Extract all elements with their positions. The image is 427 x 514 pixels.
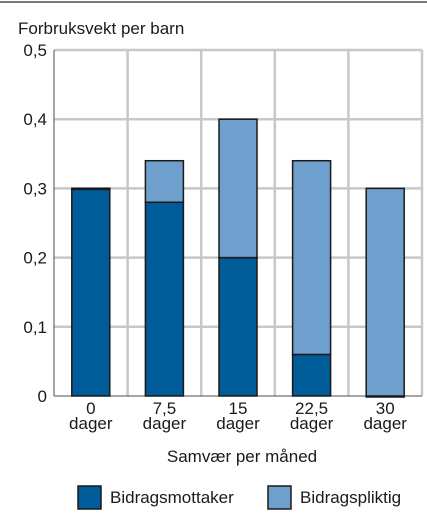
legend-swatch <box>267 485 292 510</box>
bar-bidragsmottaker-2 <box>218 256 258 397</box>
bar-bidragsmottaker-1 <box>144 201 185 397</box>
x-tick-line: 22,5 <box>295 399 328 418</box>
x-tick-line: 30 <box>376 399 395 418</box>
x-tick-line: dager <box>143 414 187 433</box>
x-tick-line: dager <box>69 414 113 433</box>
bars <box>71 118 405 398</box>
x-tick-line: dager <box>290 414 334 433</box>
x-tick-label: 22,5 dager <box>290 399 334 433</box>
y-tick-label: 0 <box>38 387 47 406</box>
y-tick-labels: 0 0,1 0,2 0,3 0,4 0,5 <box>23 41 47 406</box>
legend-swatch <box>77 485 102 510</box>
bar-bidragspliktig-2 <box>218 118 258 259</box>
bar-bidragspliktig-1 <box>144 159 185 203</box>
x-tick-label: 0 dager <box>69 399 113 433</box>
x-tick-line: dager <box>363 414 407 433</box>
x-tick-line: 0 <box>86 399 95 418</box>
x-tick-label: 15 dager <box>216 399 260 433</box>
x-tick-label: 7,5 dager <box>143 399 187 433</box>
legend-label: Bidragsmottaker <box>110 488 234 507</box>
y-tick-label: 0,5 <box>23 41 47 60</box>
y-tick-label: 0,2 <box>23 249 47 268</box>
bar-bidragsmottaker-3 <box>291 353 332 397</box>
y-axis-label: Forbruksvekt per barn <box>18 19 184 38</box>
y-tick-label: 0,3 <box>23 179 47 198</box>
y-tick-label: 0,1 <box>23 318 47 337</box>
x-tick-line: 15 <box>229 399 248 418</box>
bar-bidragspliktig-4 <box>365 187 405 397</box>
x-tick-line: 7,5 <box>153 399 177 418</box>
x-tick-line: dager <box>216 414 260 433</box>
bar-bidragspliktig-0 <box>71 187 111 191</box>
x-axis-label: Samvær per måned <box>167 447 317 466</box>
bar-bidragsmottaker-0 <box>71 187 111 397</box>
legend-label: Bidragspliktig <box>300 488 401 507</box>
bar-bidragspliktig-3 <box>291 159 332 356</box>
y-tick-label: 0,4 <box>23 110 47 129</box>
legend: Bidragsmottaker Bidragspliktig <box>77 485 401 510</box>
x-tick-label: 30 dager <box>363 399 407 433</box>
